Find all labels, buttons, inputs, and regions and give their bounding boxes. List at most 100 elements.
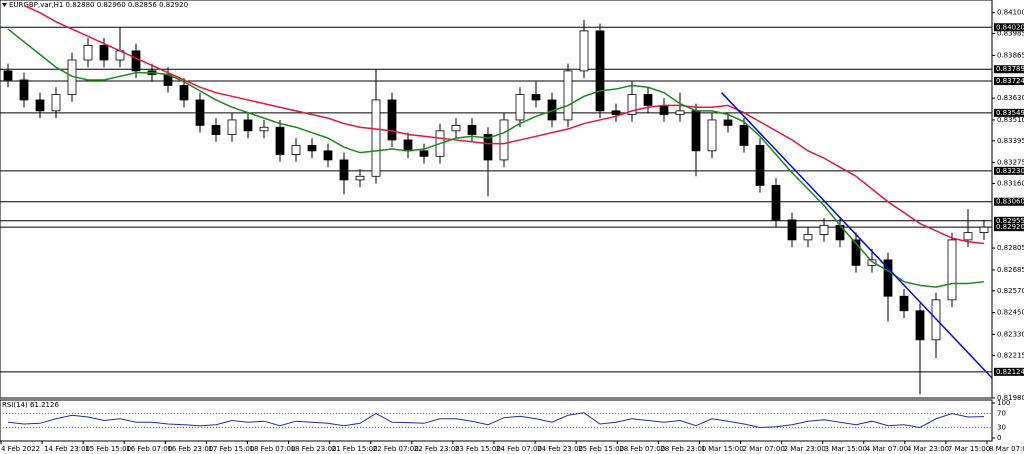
rsi-panel <box>0 399 993 442</box>
candle-body <box>275 126 285 155</box>
candle-body <box>755 144 765 186</box>
y-tick-label: 0.82685 <box>997 266 1024 274</box>
candle-body <box>467 124 477 135</box>
rsi-title: RSI(14) 61.2126 <box>2 401 59 409</box>
candle-body <box>259 126 269 132</box>
candle-body <box>179 85 189 101</box>
candle-body <box>355 175 365 181</box>
candle-body <box>979 226 989 234</box>
x-tick-label: 16 Feb 23:00 <box>167 445 213 453</box>
y-tick-label: 0.83865 <box>997 51 1024 59</box>
candle-body <box>51 94 61 112</box>
dropdown-icon <box>2 3 7 7</box>
y-tick-label: 0.82330 <box>997 330 1024 338</box>
y-tick-label: 0.82450 <box>997 309 1024 317</box>
candle-body <box>387 99 397 141</box>
y-tick-label: 0.84100 <box>997 9 1024 17</box>
candle-body <box>899 295 909 312</box>
y-tick-label: 0.81980 <box>997 394 1024 402</box>
candle-body <box>563 70 573 121</box>
y-tick-label: 0 <box>997 434 1001 442</box>
x-tick-label: 24 Feb 07:00 <box>496 445 542 453</box>
x-tick-label: 3 Mar 15:00 <box>825 445 867 453</box>
candle-body <box>611 110 621 115</box>
moving-average <box>23 4 985 245</box>
y-tick-label: 0.82215 <box>997 351 1024 359</box>
level-label: 0.83789 <box>996 65 1024 73</box>
candle-body <box>659 105 669 115</box>
candle-body <box>3 70 13 81</box>
x-tick-label: 4 Mar 23:00 <box>907 445 949 453</box>
candle-body <box>83 45 93 61</box>
level-label: 0.82124 <box>996 368 1024 376</box>
candle-body <box>371 99 381 177</box>
candle-body <box>851 239 861 266</box>
candle-body <box>883 259 893 297</box>
candle-body <box>131 50 141 72</box>
candle-body <box>947 239 957 301</box>
level-label: 0.83060 <box>996 198 1024 206</box>
level-label: 0.84020 <box>996 23 1024 31</box>
candle-body <box>211 124 221 135</box>
candle-body <box>867 259 877 266</box>
candle-body <box>35 99 45 112</box>
level-label-box <box>994 216 1024 225</box>
y-tick-label: 30 <box>997 424 1006 432</box>
level-label-box <box>994 23 1024 32</box>
y-tick-label: 0.83985 <box>997 30 1024 38</box>
candle-body <box>419 150 429 157</box>
candle-body <box>579 30 589 72</box>
candle-body <box>227 119 237 135</box>
y-tick-label: 70 <box>997 410 1006 418</box>
level-label: 0.82955 <box>996 217 1024 225</box>
y-tick-label: 0.83160 <box>997 180 1024 188</box>
x-tick-label: 8 Mar 07:00 <box>989 445 1024 453</box>
x-tick-label: 18 Feb 07:00 <box>250 445 296 453</box>
candle-body <box>627 94 637 115</box>
x-tick-label: 15 Feb 15:00 <box>85 445 131 453</box>
candle-body <box>963 232 973 241</box>
candle-body <box>787 219 797 241</box>
level-label: 0.83724 <box>996 77 1024 85</box>
x-tick-label: 25 Feb 15:00 <box>578 445 624 453</box>
candle-body <box>819 224 829 235</box>
candle-body <box>195 99 205 126</box>
level-label: 0.83549 <box>996 109 1024 117</box>
x-tick-label: 2 Mar 23:00 <box>784 445 826 453</box>
candle-body <box>803 234 813 241</box>
x-tick-label: 28 Feb 07:00 <box>619 445 665 453</box>
x-tick-label: 17 Feb 15:00 <box>208 445 254 453</box>
x-tick-label: 14 Feb 23:00 <box>44 445 90 453</box>
level-label-box <box>994 77 1024 86</box>
x-tick-label: 16 Feb 07:00 <box>126 445 172 453</box>
candle-body <box>515 94 525 121</box>
candle-body <box>723 119 733 126</box>
level-label-box <box>994 197 1024 206</box>
level-label-box <box>994 108 1024 117</box>
candle-body <box>707 119 717 152</box>
candle-body <box>291 144 301 155</box>
candle-body <box>595 30 605 112</box>
y-tick-label: 0.83630 <box>997 94 1024 102</box>
candle-body <box>483 134 493 161</box>
level-label: 0.82920 <box>996 223 1024 231</box>
x-tick-label: 7 Mar 15:00 <box>948 445 990 453</box>
candle-body <box>771 184 781 221</box>
candle-body <box>915 310 925 341</box>
level-label-box <box>994 223 1024 232</box>
x-tick-label: 2 Mar 07:00 <box>743 445 785 453</box>
candle-body <box>691 110 701 152</box>
level-label-box <box>994 166 1024 175</box>
y-tick-label: 0.83275 <box>997 159 1024 167</box>
candle-body <box>451 124 461 132</box>
y-tick-label: 0.82805 <box>997 244 1024 252</box>
candle-body <box>499 119 509 161</box>
x-tick-label: 22 Feb 23:00 <box>414 445 460 453</box>
x-tick-label: 4 Feb 2022 <box>1 445 40 453</box>
x-tick-label: 24 Feb 23:00 <box>537 445 583 453</box>
level-label-box <box>994 65 1024 74</box>
x-tick-label: 21 Feb 15:00 <box>332 445 378 453</box>
x-tick-label: 18 Feb 23:00 <box>291 445 337 453</box>
candle-body <box>323 150 333 161</box>
